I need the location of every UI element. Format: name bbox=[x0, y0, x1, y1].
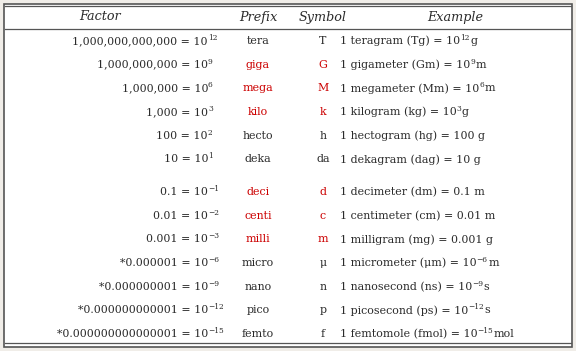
Text: micro: micro bbox=[242, 258, 274, 268]
Text: m: m bbox=[488, 258, 499, 268]
Text: nano: nano bbox=[244, 282, 272, 292]
Text: mega: mega bbox=[242, 83, 274, 93]
Text: 3: 3 bbox=[457, 105, 461, 113]
Text: −9: −9 bbox=[208, 280, 219, 288]
Text: M: M bbox=[317, 83, 329, 93]
Text: mol: mol bbox=[494, 329, 514, 339]
Text: −15: −15 bbox=[208, 327, 223, 335]
Text: *0.000000000000001 = 10: *0.000000000000001 = 10 bbox=[57, 329, 208, 339]
Text: 9: 9 bbox=[470, 58, 475, 66]
Text: 1 hectogram (hg) = 100 g: 1 hectogram (hg) = 100 g bbox=[340, 130, 485, 141]
Text: −1: −1 bbox=[208, 185, 219, 193]
Text: 9: 9 bbox=[208, 58, 213, 66]
Text: 0.01 = 10: 0.01 = 10 bbox=[153, 211, 208, 221]
Text: 1,000 = 10: 1,000 = 10 bbox=[146, 107, 208, 117]
Text: deka: deka bbox=[245, 154, 271, 164]
Text: p: p bbox=[320, 305, 327, 316]
Text: −12: −12 bbox=[468, 304, 484, 311]
Text: milli: milli bbox=[246, 234, 270, 244]
Text: *0.000000000001 = 10: *0.000000000001 = 10 bbox=[78, 305, 208, 316]
Text: giga: giga bbox=[246, 60, 270, 69]
Text: m: m bbox=[318, 234, 328, 244]
Text: 1 decimeter (dm) = 0.1 m: 1 decimeter (dm) = 0.1 m bbox=[340, 187, 485, 197]
Text: −3: −3 bbox=[208, 232, 219, 240]
Text: 1: 1 bbox=[208, 152, 213, 160]
Text: g: g bbox=[470, 36, 477, 46]
Text: 1 nanosecond (ns) = 10: 1 nanosecond (ns) = 10 bbox=[340, 282, 472, 292]
Text: g: g bbox=[462, 107, 469, 117]
Text: m: m bbox=[476, 60, 486, 69]
Text: 10 = 10: 10 = 10 bbox=[164, 154, 208, 164]
Text: Factor: Factor bbox=[79, 11, 121, 24]
Text: 1,000,000,000 = 10: 1,000,000,000 = 10 bbox=[97, 60, 208, 69]
Text: μ: μ bbox=[320, 258, 327, 268]
Text: 1 megameter (Mm) = 10: 1 megameter (Mm) = 10 bbox=[340, 83, 479, 93]
Text: d: d bbox=[320, 187, 327, 197]
Text: −15: −15 bbox=[478, 327, 494, 335]
Text: 1 centimeter (cm) = 0.01 m: 1 centimeter (cm) = 0.01 m bbox=[340, 211, 495, 221]
Text: femto: femto bbox=[242, 329, 274, 339]
Text: 1 picosecond (ps) = 10: 1 picosecond (ps) = 10 bbox=[340, 305, 468, 316]
Text: c: c bbox=[320, 211, 326, 221]
Text: 1 gigameter (Gm) = 10: 1 gigameter (Gm) = 10 bbox=[340, 59, 470, 70]
Text: 100 = 10: 100 = 10 bbox=[157, 131, 208, 141]
Text: 0.001 = 10: 0.001 = 10 bbox=[146, 234, 208, 244]
Text: 1,000,000,000,000 = 10: 1,000,000,000,000 = 10 bbox=[73, 36, 208, 46]
Text: 6: 6 bbox=[479, 81, 484, 89]
Text: 3: 3 bbox=[208, 105, 213, 113]
Text: 0.1 = 10: 0.1 = 10 bbox=[160, 187, 208, 197]
Text: centi: centi bbox=[244, 211, 272, 221]
Text: Symbol: Symbol bbox=[299, 11, 347, 24]
Text: 1 micrometer (μm) = 10: 1 micrometer (μm) = 10 bbox=[340, 258, 476, 269]
Text: −2: −2 bbox=[208, 209, 219, 217]
Text: m: m bbox=[484, 83, 495, 93]
Text: −6: −6 bbox=[208, 256, 219, 264]
Text: G: G bbox=[319, 60, 327, 69]
Text: Prefix: Prefix bbox=[239, 11, 277, 24]
Text: 12: 12 bbox=[208, 34, 218, 42]
Text: n: n bbox=[320, 282, 327, 292]
Text: *0.000000001 = 10: *0.000000001 = 10 bbox=[98, 282, 208, 292]
Text: 1 teragram (Tg) = 10: 1 teragram (Tg) = 10 bbox=[340, 35, 460, 46]
Text: k: k bbox=[320, 107, 327, 117]
Text: tera: tera bbox=[247, 36, 270, 46]
Text: 1 milligram (mg) = 0.001 g: 1 milligram (mg) = 0.001 g bbox=[340, 234, 493, 245]
Text: 6: 6 bbox=[208, 81, 213, 89]
Text: deci: deci bbox=[247, 187, 270, 197]
Text: hecto: hecto bbox=[242, 131, 274, 141]
Text: da: da bbox=[316, 154, 330, 164]
Text: −6: −6 bbox=[476, 256, 488, 264]
Text: 12: 12 bbox=[460, 34, 469, 42]
Text: 2: 2 bbox=[208, 128, 213, 137]
Text: pico: pico bbox=[247, 305, 270, 316]
Text: −9: −9 bbox=[472, 280, 483, 288]
Text: −12: −12 bbox=[208, 304, 223, 311]
Text: f: f bbox=[321, 329, 325, 339]
Text: 1 dekagram (dag) = 10 g: 1 dekagram (dag) = 10 g bbox=[340, 154, 481, 165]
FancyBboxPatch shape bbox=[4, 4, 572, 347]
Text: s: s bbox=[484, 305, 490, 316]
Text: 1 femtomole (fmol) = 10: 1 femtomole (fmol) = 10 bbox=[340, 329, 478, 339]
Text: kilo: kilo bbox=[248, 107, 268, 117]
Text: Example: Example bbox=[427, 11, 483, 24]
Text: T: T bbox=[319, 36, 327, 46]
Text: h: h bbox=[320, 131, 327, 141]
Text: *0.000001 = 10: *0.000001 = 10 bbox=[120, 258, 208, 268]
Text: 1,000,000 = 10: 1,000,000 = 10 bbox=[122, 83, 208, 93]
Text: s: s bbox=[484, 282, 490, 292]
Text: 1 kilogram (kg) = 10: 1 kilogram (kg) = 10 bbox=[340, 107, 457, 117]
